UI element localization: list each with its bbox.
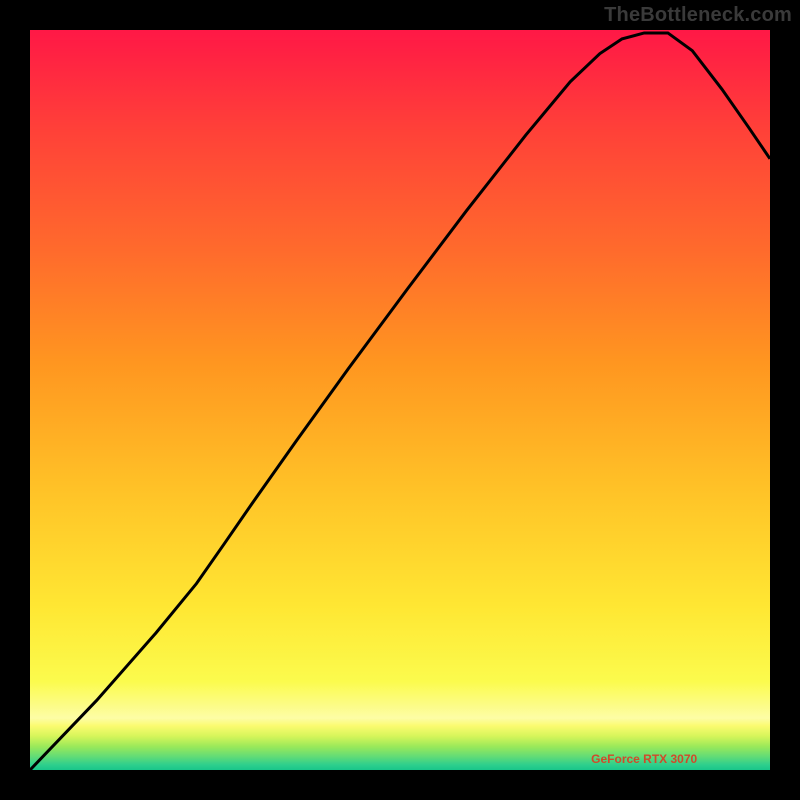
watermark-text: TheBottleneck.com — [604, 4, 792, 27]
plot-area: GeForce RTX 3070 — [30, 30, 770, 770]
chart-floor-label: GeForce RTX 3070 — [591, 752, 697, 766]
curve-path — [30, 33, 770, 770]
curve-svg — [30, 30, 770, 770]
